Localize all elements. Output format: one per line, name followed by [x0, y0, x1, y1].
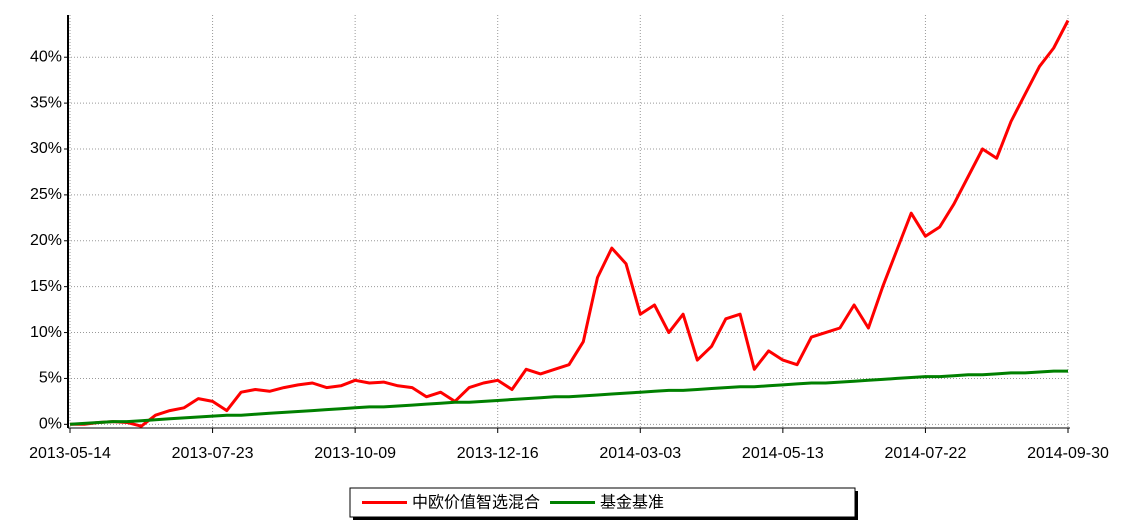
y-tick-label: 10% — [30, 324, 62, 341]
y-tick-label: 0% — [39, 416, 62, 433]
y-tick-label: 5% — [39, 370, 62, 387]
legend-label: 中欧价值智选混合 — [412, 494, 540, 512]
x-tick-label: 2013-12-16 — [457, 445, 539, 462]
x-tick-label: 2014-03-03 — [599, 445, 681, 462]
y-tick-label: 30% — [30, 140, 62, 157]
x-tick-label: 2014-05-13 — [742, 445, 824, 462]
series-line — [69, 369, 1068, 426]
legend-label: 基金基准 — [600, 494, 664, 512]
y-tick-label: 25% — [30, 186, 62, 203]
x-tick-label: 2014-09-30 — [1027, 445, 1109, 462]
y-tick-label: 35% — [30, 94, 62, 111]
y-tick-label: 15% — [30, 278, 62, 295]
legend-box — [349, 487, 856, 518]
x-tick-label: 2013-07-23 — [172, 445, 254, 462]
series-line — [70, 19, 1070, 428]
y-tick-label: 40% — [30, 48, 62, 65]
x-tick-label: 2013-10-09 — [314, 445, 396, 462]
x-tick-label: 2014-07-22 — [885, 445, 967, 462]
x-tick-label: 2013-05-14 — [29, 445, 111, 462]
y-tick-label: 20% — [30, 232, 62, 249]
